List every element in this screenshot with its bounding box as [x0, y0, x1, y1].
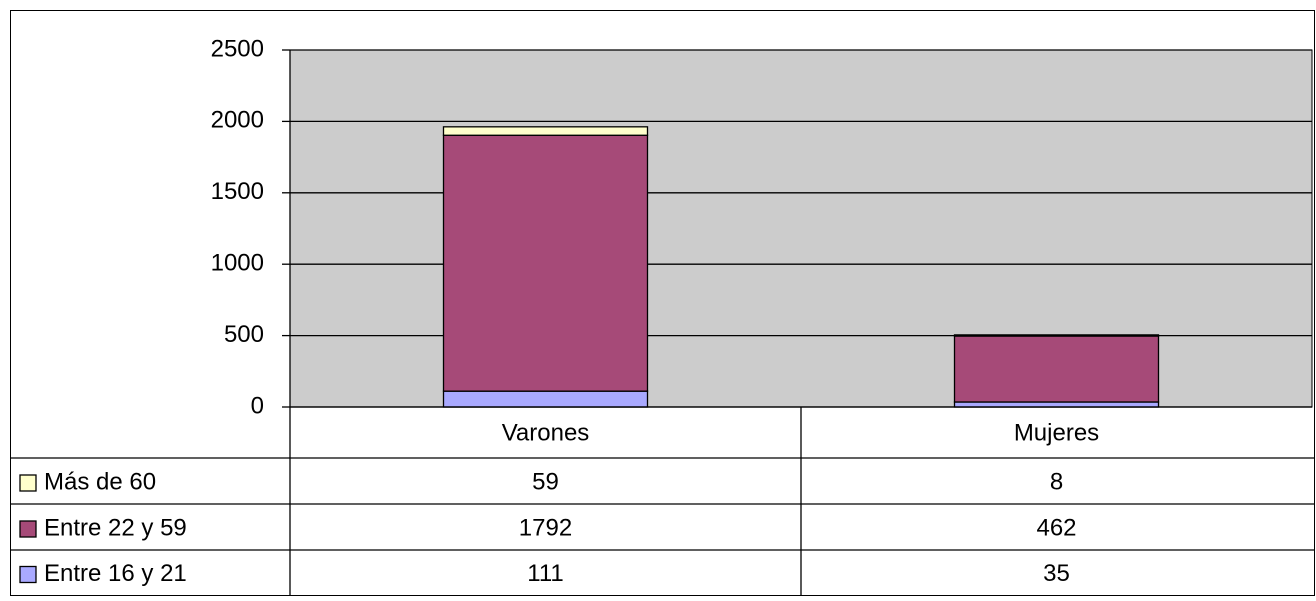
- table-value: 59: [532, 468, 559, 495]
- legend-label: Entre 16 y 21: [44, 560, 187, 587]
- bar-segment: [953, 335, 1160, 403]
- y-tick-label: 1500: [211, 178, 264, 205]
- bar-segment: [442, 390, 649, 408]
- legend-label: Más de 60: [44, 468, 156, 495]
- bar-segment: [442, 126, 649, 136]
- legend-swatch: [19, 474, 37, 492]
- legend-swatch: [19, 520, 37, 538]
- table-value: 8: [1050, 468, 1063, 495]
- table-value: 35: [1043, 560, 1070, 587]
- x-tick-label: Mujeres: [1014, 419, 1099, 446]
- x-tick-label: Varones: [502, 419, 590, 446]
- legend-label: Entre 22 y 59: [44, 514, 187, 541]
- bar-segment: [953, 334, 1160, 337]
- y-tick-label: 2500: [211, 35, 264, 62]
- bar-segment: [442, 134, 649, 392]
- y-tick-label: 0: [251, 392, 264, 419]
- legend-swatch: [19, 565, 37, 584]
- y-tick-label: 500: [224, 321, 264, 348]
- table-value: 462: [1036, 514, 1076, 541]
- y-tick-label: 1000: [211, 250, 264, 277]
- table-value: 111: [527, 560, 563, 587]
- y-tick-label: 2000: [211, 107, 264, 134]
- bar-segment: [953, 401, 1160, 408]
- table-value: 1792: [519, 514, 572, 541]
